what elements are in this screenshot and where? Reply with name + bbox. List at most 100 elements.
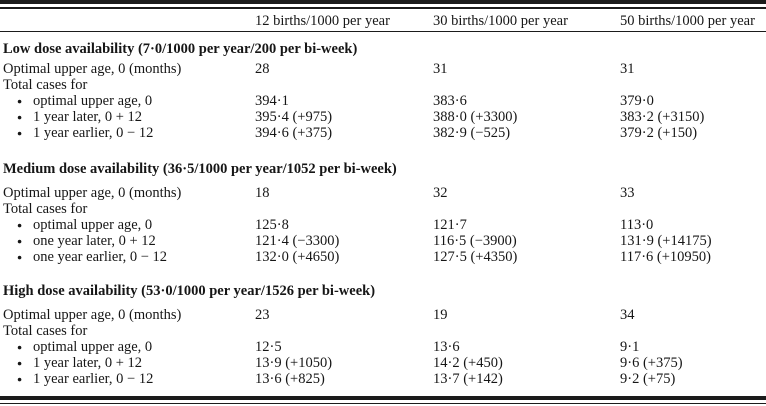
row-label: ● 1 year earlier, 0 − 12 [0,125,255,141]
value-cell: 383·6 [433,93,467,110]
row-label: Total cases for [3,201,88,218]
row-label-text: optimal upper age, 0 [33,217,153,234]
value-cell: 23 [255,307,270,324]
row-label: Optimal upper age, 0 (months) [3,185,182,202]
value-cell: 132·0 (+4650) [255,249,340,266]
case-row-year-earlier: ● 1 year earlier, 0 − 12 394·6 (+375) 382… [0,125,766,141]
row-label-text: 1 year later, 0 + 12 [33,109,143,126]
value-cell: 32 [433,185,448,202]
bullet-icon: ● [17,252,23,263]
header-spacer [0,12,255,30]
row-label: Total cases for [3,77,88,94]
value-cell: 13·7 (+142) [433,371,503,388]
row-label-text: one year later, 0 + 12 [33,233,156,250]
value-cell: 13·9 (+1050) [255,355,333,372]
value-cell: 28 [255,61,270,78]
row-label: ● 1 year later, 0 + 12 [0,109,255,125]
case-row-optimal: ● optimal upper age, 0 125·8 121·7 113·0 [0,217,766,233]
column-header-50-births: 50 births/1000 per year [620,12,755,29]
row-label: ● optimal upper age, 0 [0,339,255,355]
value-cell: 9·2 (+75) [620,371,676,388]
case-row-year-earlier: ● 1 year earlier, 0 − 12 13·6 (+825) 13·7… [0,371,766,387]
value-cell: 113·0 [620,217,654,234]
bullet-icon: ● [17,342,23,353]
value-cell: 12·5 [255,339,282,356]
bullet-icon: ● [17,112,23,123]
value-cell: 117·6 (+10950) [620,249,712,266]
row-label-text: optimal upper age, 0 [33,93,153,110]
row-label-text: optimal upper age, 0 [33,339,153,356]
table-top-rule-thin [0,7,766,9]
value-cell: 31 [433,61,448,78]
value-cell: 13·6 [433,339,460,356]
row-label-text: 1 year earlier, 0 − 12 [33,371,154,388]
case-row-optimal: ● optimal upper age, 0 394·1 383·6 379·0 [0,93,766,109]
row-label-text: 1 year earlier, 0 − 12 [33,125,154,142]
value-cell: 33 [620,185,635,202]
case-row-year-later: ● 1 year later, 0 + 12 13·9 (+1050) 14·2 … [0,355,766,371]
value-cell: 121·4 (−3300) [255,233,340,250]
row-label: ● 1 year later, 0 + 12 [0,355,255,371]
table-header-row: 12 births/1000 per year 30 births/1000 p… [0,12,766,30]
value-cell: 395·4 (+975) [255,109,333,126]
row-label-text: 1 year later, 0 + 12 [33,355,143,372]
bullet-icon: ● [17,374,23,385]
value-cell: 379·2 (+150) [620,125,698,142]
total-cases-row: Total cases for [0,201,766,217]
case-row-year-earlier: ● one year earlier, 0 − 12 132·0 (+4650) … [0,249,766,265]
bullet-icon: ● [17,358,23,369]
value-cell: 127·5 (+4350) [433,249,518,266]
column-header-30-births: 30 births/1000 per year [433,12,568,29]
row-label: Optimal upper age, 0 (months) [3,307,182,324]
table-bottom-rule-thin [0,402,766,405]
section-medium-dose: Medium dose availability (36·5/1000 per … [0,161,766,265]
optimal-upper-age-row: Optimal upper age, 0 (months) 18 32 33 [0,185,766,201]
header-separator-rule [0,30,766,33]
value-cell: 34 [620,307,635,324]
value-cell: 121·7 [433,217,467,234]
column-header-12-births: 12 births/1000 per year [255,12,390,29]
value-cell: 116·5 (−3900) [433,233,517,250]
value-cell: 394·6 (+375) [255,125,333,142]
row-label: Total cases for [3,323,88,340]
row-label: Optimal upper age, 0 (months) [3,61,182,78]
value-cell: 19 [433,307,448,324]
value-cell: 125·8 [255,217,289,234]
bullet-icon: ● [17,96,23,107]
row-label: ● one year later, 0 + 12 [0,233,255,249]
value-cell: 379·0 [620,93,654,110]
row-label: ● optimal upper age, 0 [0,93,255,109]
case-row-year-later: ● one year later, 0 + 12 121·4 (−3300) 11… [0,233,766,249]
value-cell: 31 [620,61,635,78]
value-cell: 131·9 (+14175) [620,233,712,250]
bullet-icon: ● [17,220,23,231]
total-cases-row: Total cases for [0,323,766,339]
bullet-icon: ● [17,236,23,247]
case-row-optimal: ● optimal upper age, 0 12·5 13·6 9·1 [0,339,766,355]
optimal-upper-age-row: Optimal upper age, 0 (months) 23 19 34 [0,307,766,323]
row-label: ● one year earlier, 0 − 12 [0,249,255,265]
optimal-upper-age-row: Optimal upper age, 0 (months) 28 31 31 [0,61,766,77]
row-label: ● optimal upper age, 0 [0,217,255,233]
section-low-dose: Low dose availability (7·0/1000 per year… [0,41,766,141]
value-cell: 18 [255,185,270,202]
section-heading: Low dose availability (7·0/1000 per year… [3,41,358,58]
value-cell: 14·2 (+450) [433,355,503,372]
section-high-dose: High dose availability (53·0/1000 per ye… [0,283,766,387]
table-top-rule-thick [0,0,766,4]
value-cell: 394·1 [255,93,289,110]
value-cell: 382·9 (−525) [433,125,511,142]
total-cases-row: Total cases for [0,77,766,93]
bullet-icon: ● [17,128,23,139]
row-label-text: one year earlier, 0 − 12 [33,249,168,266]
value-cell: 9·6 (+375) [620,355,683,372]
value-cell: 383·2 (+3150) [620,109,705,126]
row-label: ● 1 year earlier, 0 − 12 [0,371,255,387]
table-bottom-rule-thick [0,396,766,400]
case-row-year-later: ● 1 year later, 0 + 12 395·4 (+975) 388·0… [0,109,766,125]
section-heading: High dose availability (53·0/1000 per ye… [3,283,376,300]
value-cell: 9·1 [620,339,640,356]
section-heading: Medium dose availability (36·5/1000 per … [3,161,397,178]
value-cell: 388·0 (+3300) [433,109,518,126]
